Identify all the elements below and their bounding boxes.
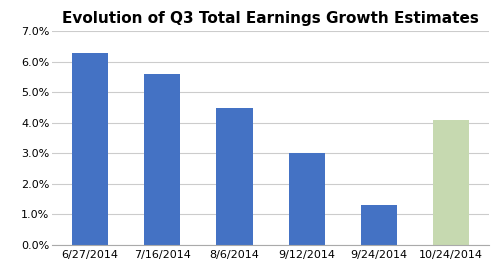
Bar xyxy=(144,74,180,245)
Bar xyxy=(72,53,108,245)
Bar xyxy=(216,108,252,245)
Bar xyxy=(361,205,397,245)
Bar xyxy=(288,153,324,245)
Title: Evolution of Q3 Total Earnings Growth Estimates: Evolution of Q3 Total Earnings Growth Es… xyxy=(62,11,479,26)
Bar xyxy=(433,120,469,245)
